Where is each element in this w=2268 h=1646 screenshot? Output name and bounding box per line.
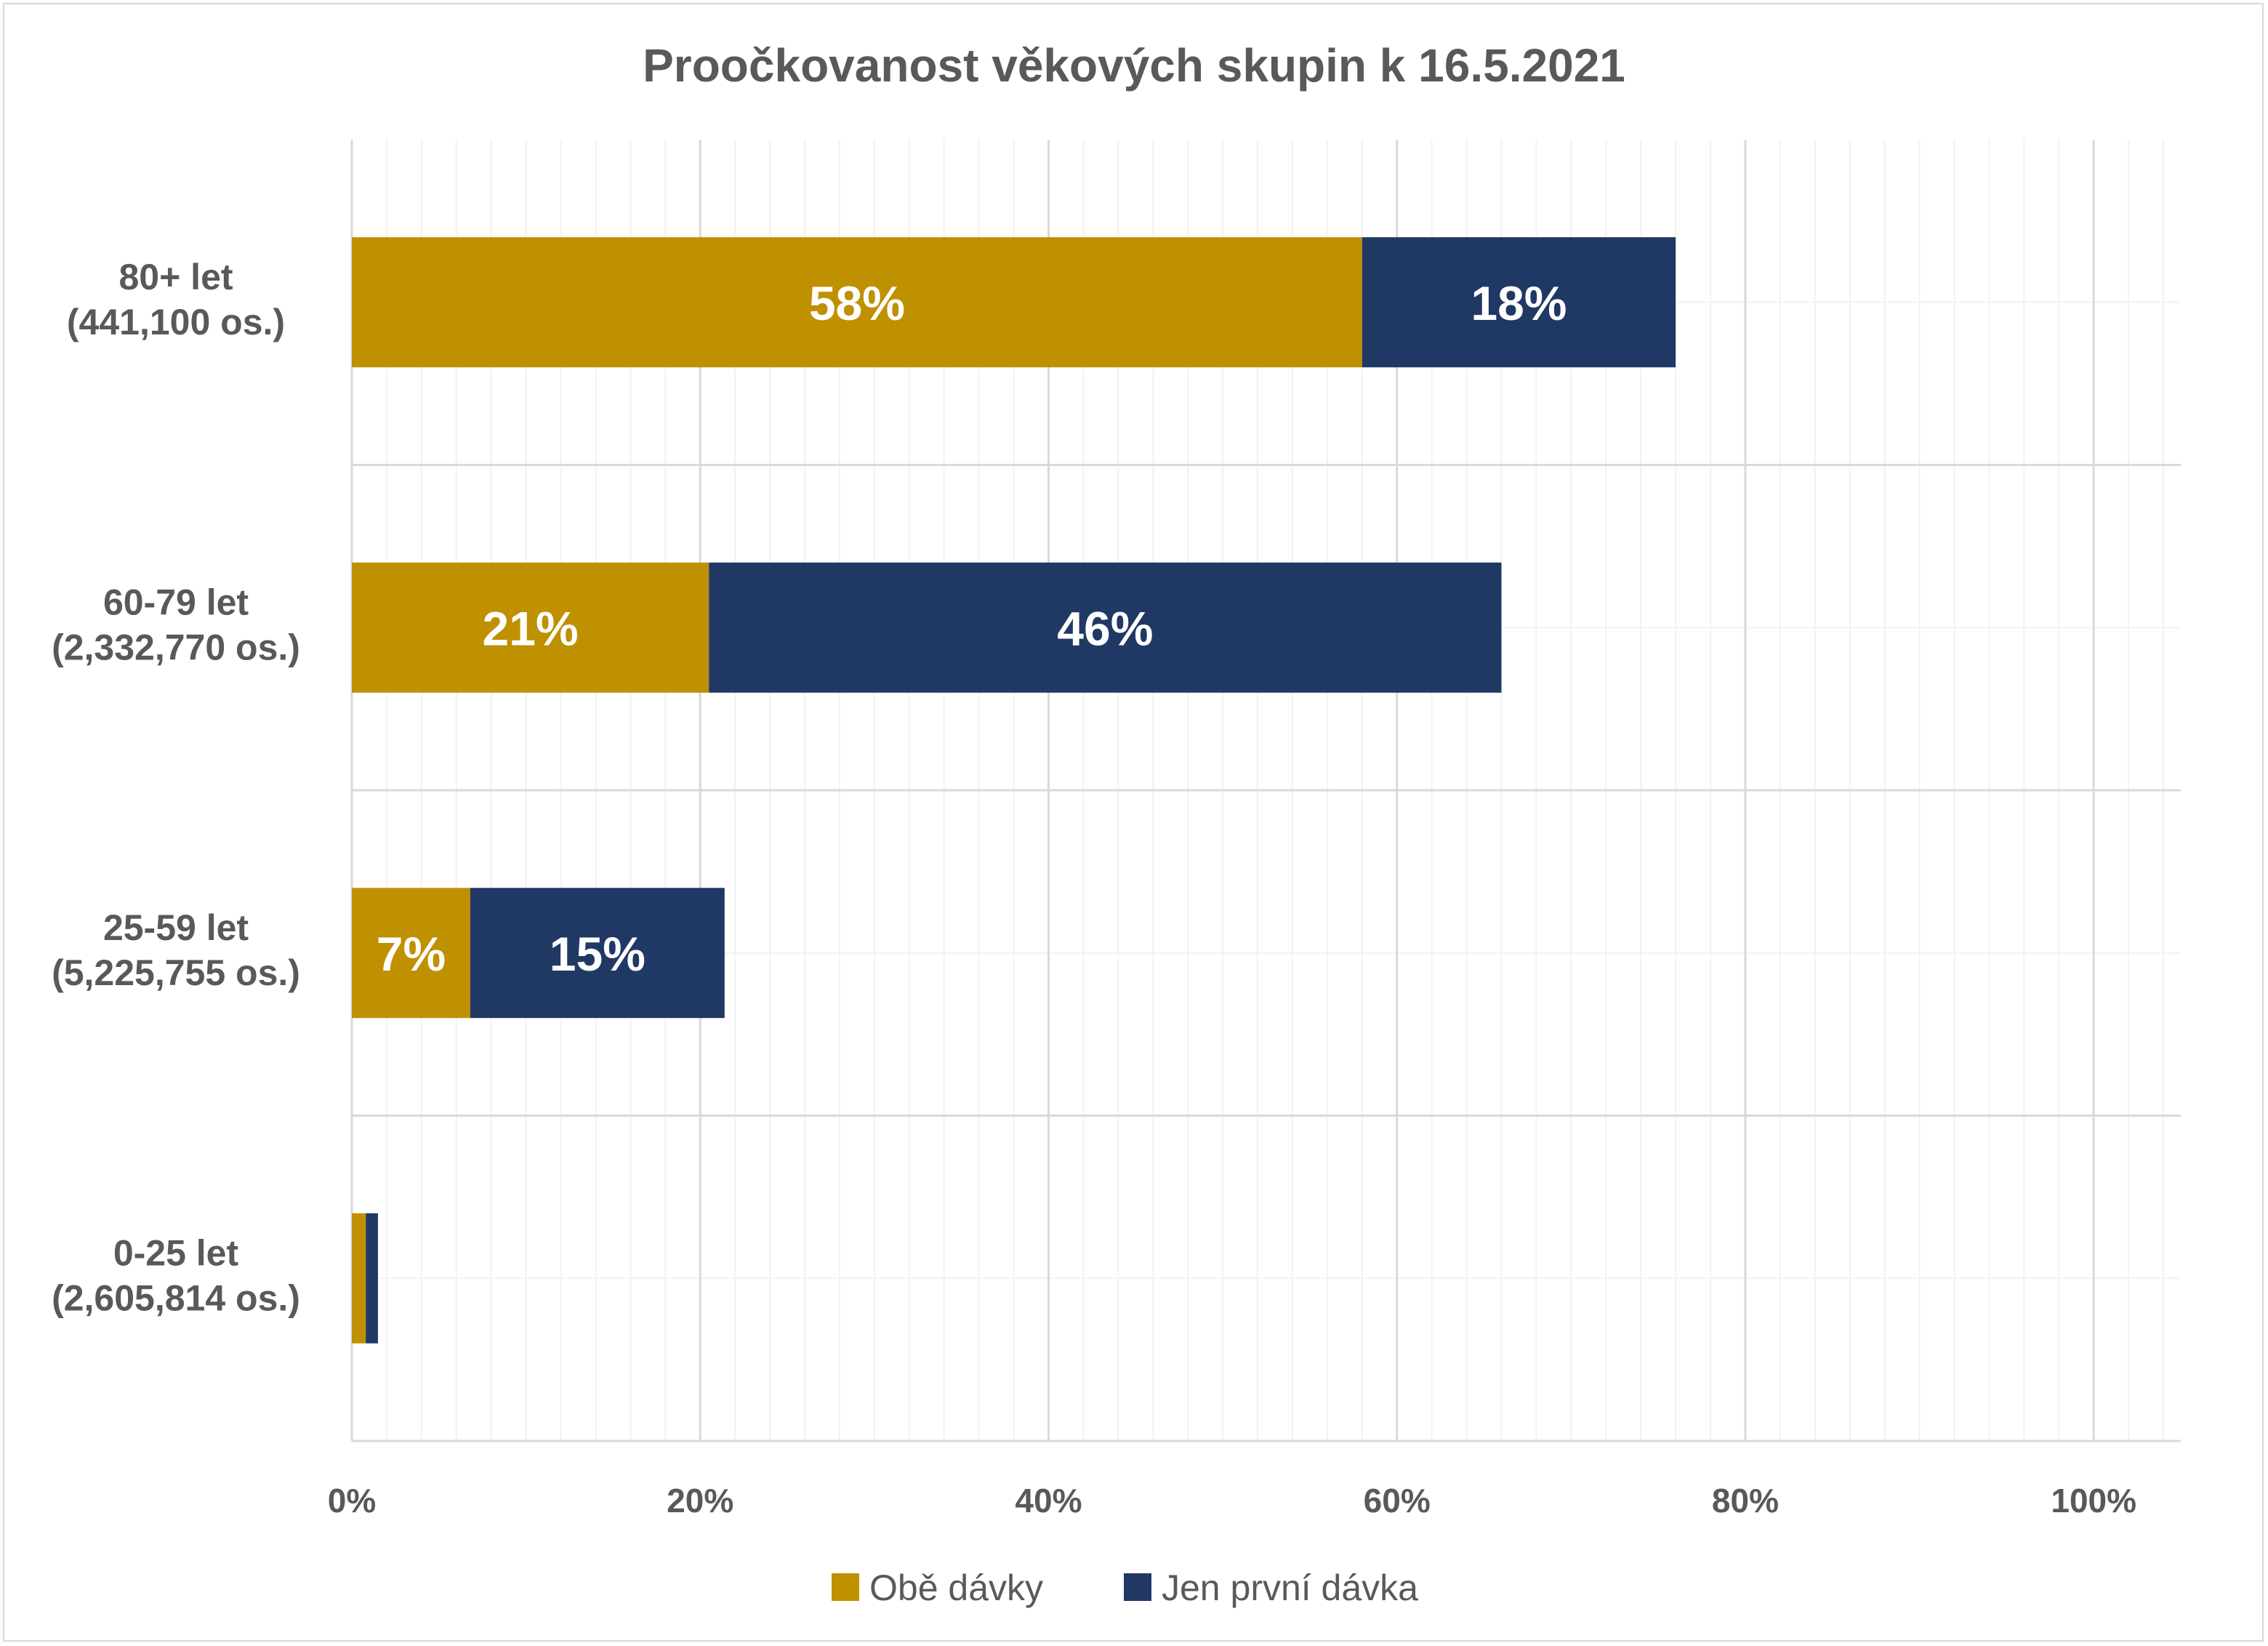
- x-tick-label: 60%: [1364, 1482, 1431, 1519]
- chart-title: Proočkovanost věkových skupin k 16.5.202…: [643, 39, 1625, 92]
- bar-segment: [352, 888, 470, 1019]
- legend-swatch: [832, 1573, 859, 1601]
- legend-swatch: [1124, 1573, 1151, 1601]
- data-label: 46%: [1057, 601, 1153, 655]
- category-label: 60-79 let (2,332,770 os.): [52, 582, 300, 667]
- bar-segment: [352, 1213, 366, 1344]
- data-label: 7%: [377, 927, 446, 981]
- legend: Obě dávky Jen první dávka: [832, 1567, 1418, 1608]
- x-tick-label: 100%: [2051, 1482, 2136, 1519]
- legend-label: Jen první dávka: [1162, 1567, 1418, 1608]
- bar-segment: [352, 562, 709, 693]
- data-label: 58%: [809, 276, 905, 330]
- category-labels: 80+ let (441,100 os.) 60-79 let (2,332,770 …: [52, 257, 300, 1319]
- x-tick-label: 0%: [328, 1482, 376, 1519]
- data-label: 21%: [483, 601, 579, 655]
- bars: 58% 18% 21% 46% 7% 15%: [352, 237, 1676, 1344]
- data-label: 15%: [550, 927, 646, 981]
- category-label: 0-25 let (2,605,814 os.): [52, 1232, 300, 1318]
- x-tick-label: 80%: [1712, 1482, 1779, 1519]
- bar-segment: [366, 1213, 378, 1344]
- x-tick-label: 20%: [667, 1482, 733, 1519]
- bar-segment: [1362, 237, 1676, 368]
- bar-segment: [709, 562, 1502, 693]
- bar-segment: [470, 888, 725, 1019]
- x-tick-labels: 0% 20% 40% 60% 80% 100%: [328, 1482, 2136, 1519]
- data-label: 18%: [1471, 276, 1567, 330]
- category-label: 80+ let (441,100 os.): [67, 257, 285, 342]
- x-tick-label: 40%: [1015, 1482, 1082, 1519]
- category-label: 25-59 let (5,225,755 os.): [52, 907, 300, 993]
- legend-label: Obě dávky: [869, 1567, 1043, 1608]
- bar-segment: [352, 237, 1362, 368]
